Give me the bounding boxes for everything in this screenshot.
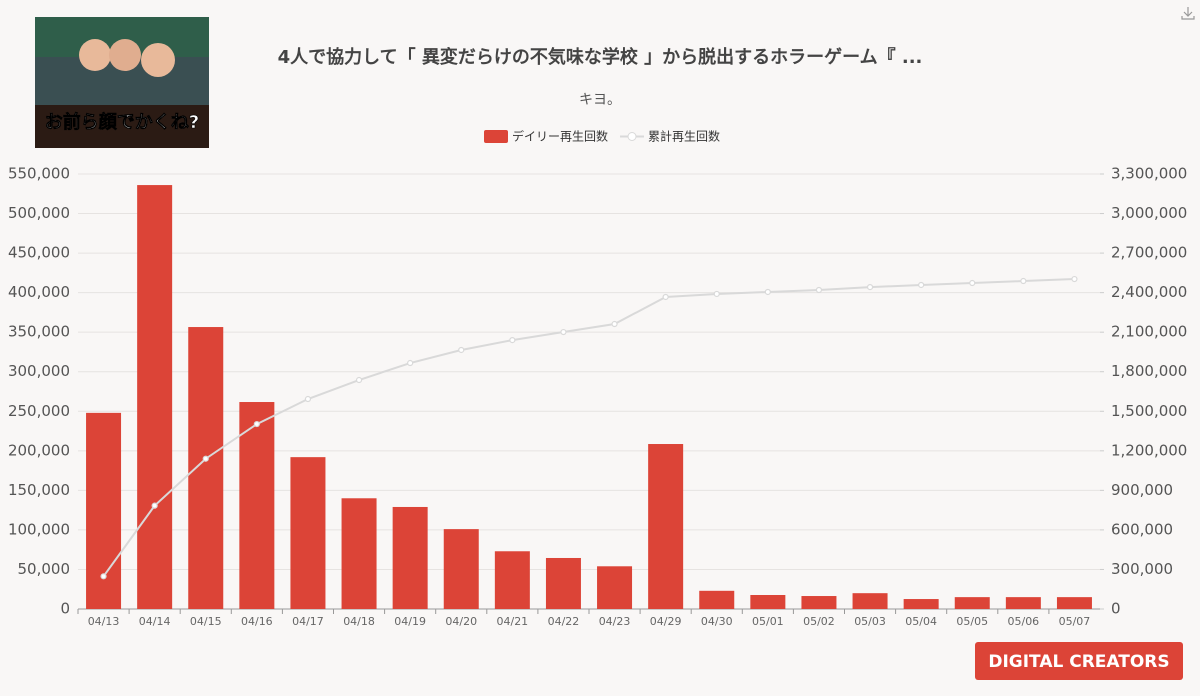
bar [801, 596, 837, 609]
x-tick-label: 05/07 [1059, 615, 1091, 628]
bar [1005, 597, 1041, 609]
x-tick-label: 05/01 [752, 615, 784, 628]
y2-tick-label: 3,000,000 [1111, 204, 1187, 222]
bar [494, 551, 530, 609]
x-tick-label: 04/20 [445, 615, 477, 628]
x-tick-label: 05/06 [1007, 615, 1039, 628]
logo-text: DIGITAL CREATORS [988, 652, 1169, 672]
bar [1056, 597, 1092, 609]
x-tick-label: 04/22 [548, 615, 580, 628]
bar [545, 557, 581, 609]
y2-tick-label: 2,400,000 [1111, 283, 1187, 301]
bar [903, 599, 939, 609]
y-tick-label: 100,000 [8, 520, 70, 538]
point [304, 395, 312, 403]
x-tick-label: 04/19 [394, 615, 426, 628]
legend-label: デイリー再生回数 [512, 129, 608, 144]
bar [188, 327, 224, 609]
x-tick-label: 04/15 [190, 615, 222, 628]
bar [86, 412, 122, 609]
x-tick-label: 04/18 [343, 615, 375, 628]
y2-tick-label: 300,000 [1111, 560, 1173, 578]
point [407, 359, 414, 367]
y2-tick-label: 1,500,000 [1111, 402, 1187, 420]
point [1071, 275, 1078, 283]
x-tick-label: 04/13 [88, 615, 120, 628]
point [560, 328, 567, 336]
bar [443, 529, 479, 609]
y-tick-label: 450,000 [8, 244, 70, 262]
y-tick-label: 550,000 [8, 165, 70, 183]
point [918, 281, 925, 289]
y2-tick-label: 900,000 [1111, 481, 1173, 499]
bar [392, 506, 428, 609]
point [151, 502, 158, 509]
y-tick-label: 300,000 [8, 362, 70, 380]
x-tick-label: 05/05 [956, 615, 988, 628]
x-tick-label: 04/16 [241, 615, 273, 628]
y-tick-label: 350,000 [8, 323, 70, 341]
y-tick-label: 500,000 [8, 204, 70, 222]
bar [290, 457, 326, 609]
bar [954, 597, 990, 609]
chart-subtitle: キヨ。 [579, 92, 621, 108]
point [866, 284, 874, 291]
y2-tick-label: 1,800,000 [1111, 362, 1187, 380]
download-icon[interactable] [1181, 7, 1195, 20]
x-tick-label: 04/14 [139, 615, 171, 628]
point [100, 573, 107, 580]
x-tick-label: 04/29 [650, 615, 682, 628]
x-tick-label: 04/30 [701, 615, 733, 628]
y-tick-label: 200,000 [8, 441, 70, 459]
y2-tick-label: 1,200,000 [1111, 441, 1187, 459]
x-tick-label: 05/04 [905, 615, 937, 628]
y-tick-label: 250,000 [8, 402, 70, 420]
point [253, 420, 260, 428]
point [509, 336, 516, 344]
x-tick-label: 04/23 [599, 615, 631, 628]
point [202, 455, 209, 462]
y2-tick-label: 3,300,000 [1111, 165, 1187, 183]
bar [852, 593, 888, 609]
point [969, 279, 976, 287]
point [355, 376, 363, 384]
y2-tick-label: 600,000 [1111, 520, 1173, 538]
bar [137, 185, 173, 609]
point [713, 290, 720, 298]
y-tick-label: 0 [60, 600, 70, 618]
point [458, 346, 465, 354]
x-tick-label: 05/03 [854, 615, 886, 628]
point [1020, 277, 1027, 285]
logo[interactable]: DIGITAL CREATORS [975, 642, 1183, 680]
x-tick-label: 04/17 [292, 615, 324, 628]
y2-tick-label: 0 [1111, 600, 1121, 618]
bar [648, 444, 684, 609]
bar [699, 590, 735, 609]
y2-tick-label: 2,100,000 [1111, 323, 1187, 341]
bar [341, 498, 377, 609]
point [611, 320, 618, 328]
y2-tick-label: 2,700,000 [1111, 244, 1187, 262]
thumbnail-text: お前ら顔でかくね? [45, 111, 199, 133]
thumbnail: お前ら顔でかくね? [35, 17, 209, 148]
y-tick-label: 150,000 [8, 481, 70, 499]
chart-title: 4人で協力して「 異変だらけの不気味な学校 」から脱出するホラーゲーム『 ... [278, 46, 923, 68]
point [764, 288, 771, 296]
legend-swatch [627, 132, 637, 141]
bar [750, 595, 786, 609]
legend-label: 累計再生回数 [648, 129, 720, 144]
bar [239, 402, 275, 609]
x-tick-label: 05/02 [803, 615, 835, 628]
bar [597, 566, 633, 609]
line [102, 278, 1075, 577]
y-tick-label: 50,000 [18, 560, 71, 578]
legend-swatch [484, 130, 508, 143]
point [662, 293, 669, 301]
x-tick-label: 04/21 [496, 615, 528, 628]
y-tick-label: 400,000 [8, 283, 70, 301]
point [815, 286, 823, 294]
